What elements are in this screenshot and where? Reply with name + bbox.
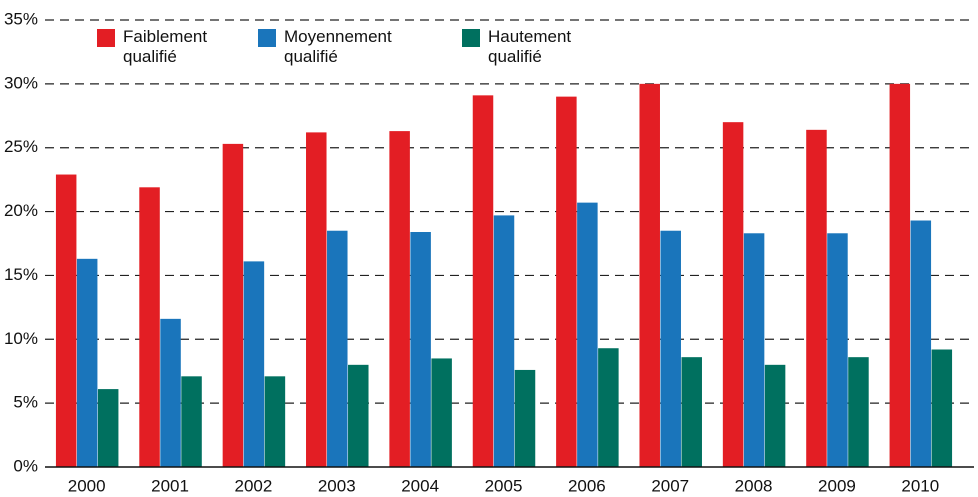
- x-tick-label: 2005: [485, 476, 523, 495]
- x-tick-label: 2000: [68, 476, 106, 495]
- bar: [306, 132, 327, 467]
- bar: [223, 144, 244, 467]
- x-tick-label: 2004: [401, 476, 439, 495]
- y-tick-label: 5%: [13, 393, 38, 412]
- bar: [660, 231, 681, 467]
- y-tick-label: 35%: [4, 9, 38, 28]
- bar: [556, 97, 577, 467]
- bar: [139, 187, 160, 467]
- bar: [56, 175, 77, 467]
- bar: [410, 232, 431, 467]
- bar: [932, 350, 953, 467]
- x-tick-label: 2006: [568, 476, 606, 495]
- legend-swatch: [462, 29, 480, 47]
- bar: [431, 358, 452, 467]
- bar: [77, 259, 98, 467]
- bar: [515, 370, 536, 467]
- bar: [890, 84, 911, 467]
- bar: [598, 348, 619, 467]
- x-tick-label: 2007: [651, 476, 689, 495]
- y-tick-label: 20%: [4, 201, 38, 220]
- x-tick-label: 2001: [151, 476, 189, 495]
- x-tick-label: 2010: [901, 476, 939, 495]
- bar: [98, 389, 119, 467]
- bar: [911, 221, 932, 467]
- bar: [723, 122, 744, 467]
- x-tick-label: 2002: [234, 476, 272, 495]
- y-tick-label: 10%: [4, 329, 38, 348]
- y-tick-label: 0%: [13, 456, 38, 475]
- bar: [348, 365, 369, 467]
- bar: [473, 95, 494, 467]
- bar: [494, 215, 515, 467]
- page: {"chart_data": {"type": "bar", "categori…: [0, 0, 978, 497]
- bar: [765, 365, 786, 467]
- bar: [265, 376, 286, 467]
- x-tick-label: 2003: [318, 476, 356, 495]
- bar: [244, 261, 265, 467]
- bar: [806, 130, 827, 467]
- bar: [389, 131, 410, 467]
- bar: [160, 319, 181, 467]
- bar: [577, 203, 598, 467]
- y-tick-label: 15%: [4, 265, 38, 284]
- bar: [827, 233, 848, 467]
- legend-swatch: [97, 29, 115, 47]
- bar: [681, 357, 702, 467]
- y-tick-label: 25%: [4, 137, 38, 156]
- bar: [327, 231, 348, 467]
- legend-swatch: [258, 29, 276, 47]
- bar: [744, 233, 765, 467]
- bar: [848, 357, 869, 467]
- bar: [639, 84, 660, 467]
- bar: [181, 376, 202, 467]
- y-tick-label: 30%: [4, 73, 38, 92]
- chart: 0% 5% 10% 15% 20% 25% 30% 35% 2000 2001 2002 2003 20…: [0, 0, 978, 497]
- x-tick-label: 2008: [735, 476, 773, 495]
- x-tick-label: 2009: [818, 476, 856, 495]
